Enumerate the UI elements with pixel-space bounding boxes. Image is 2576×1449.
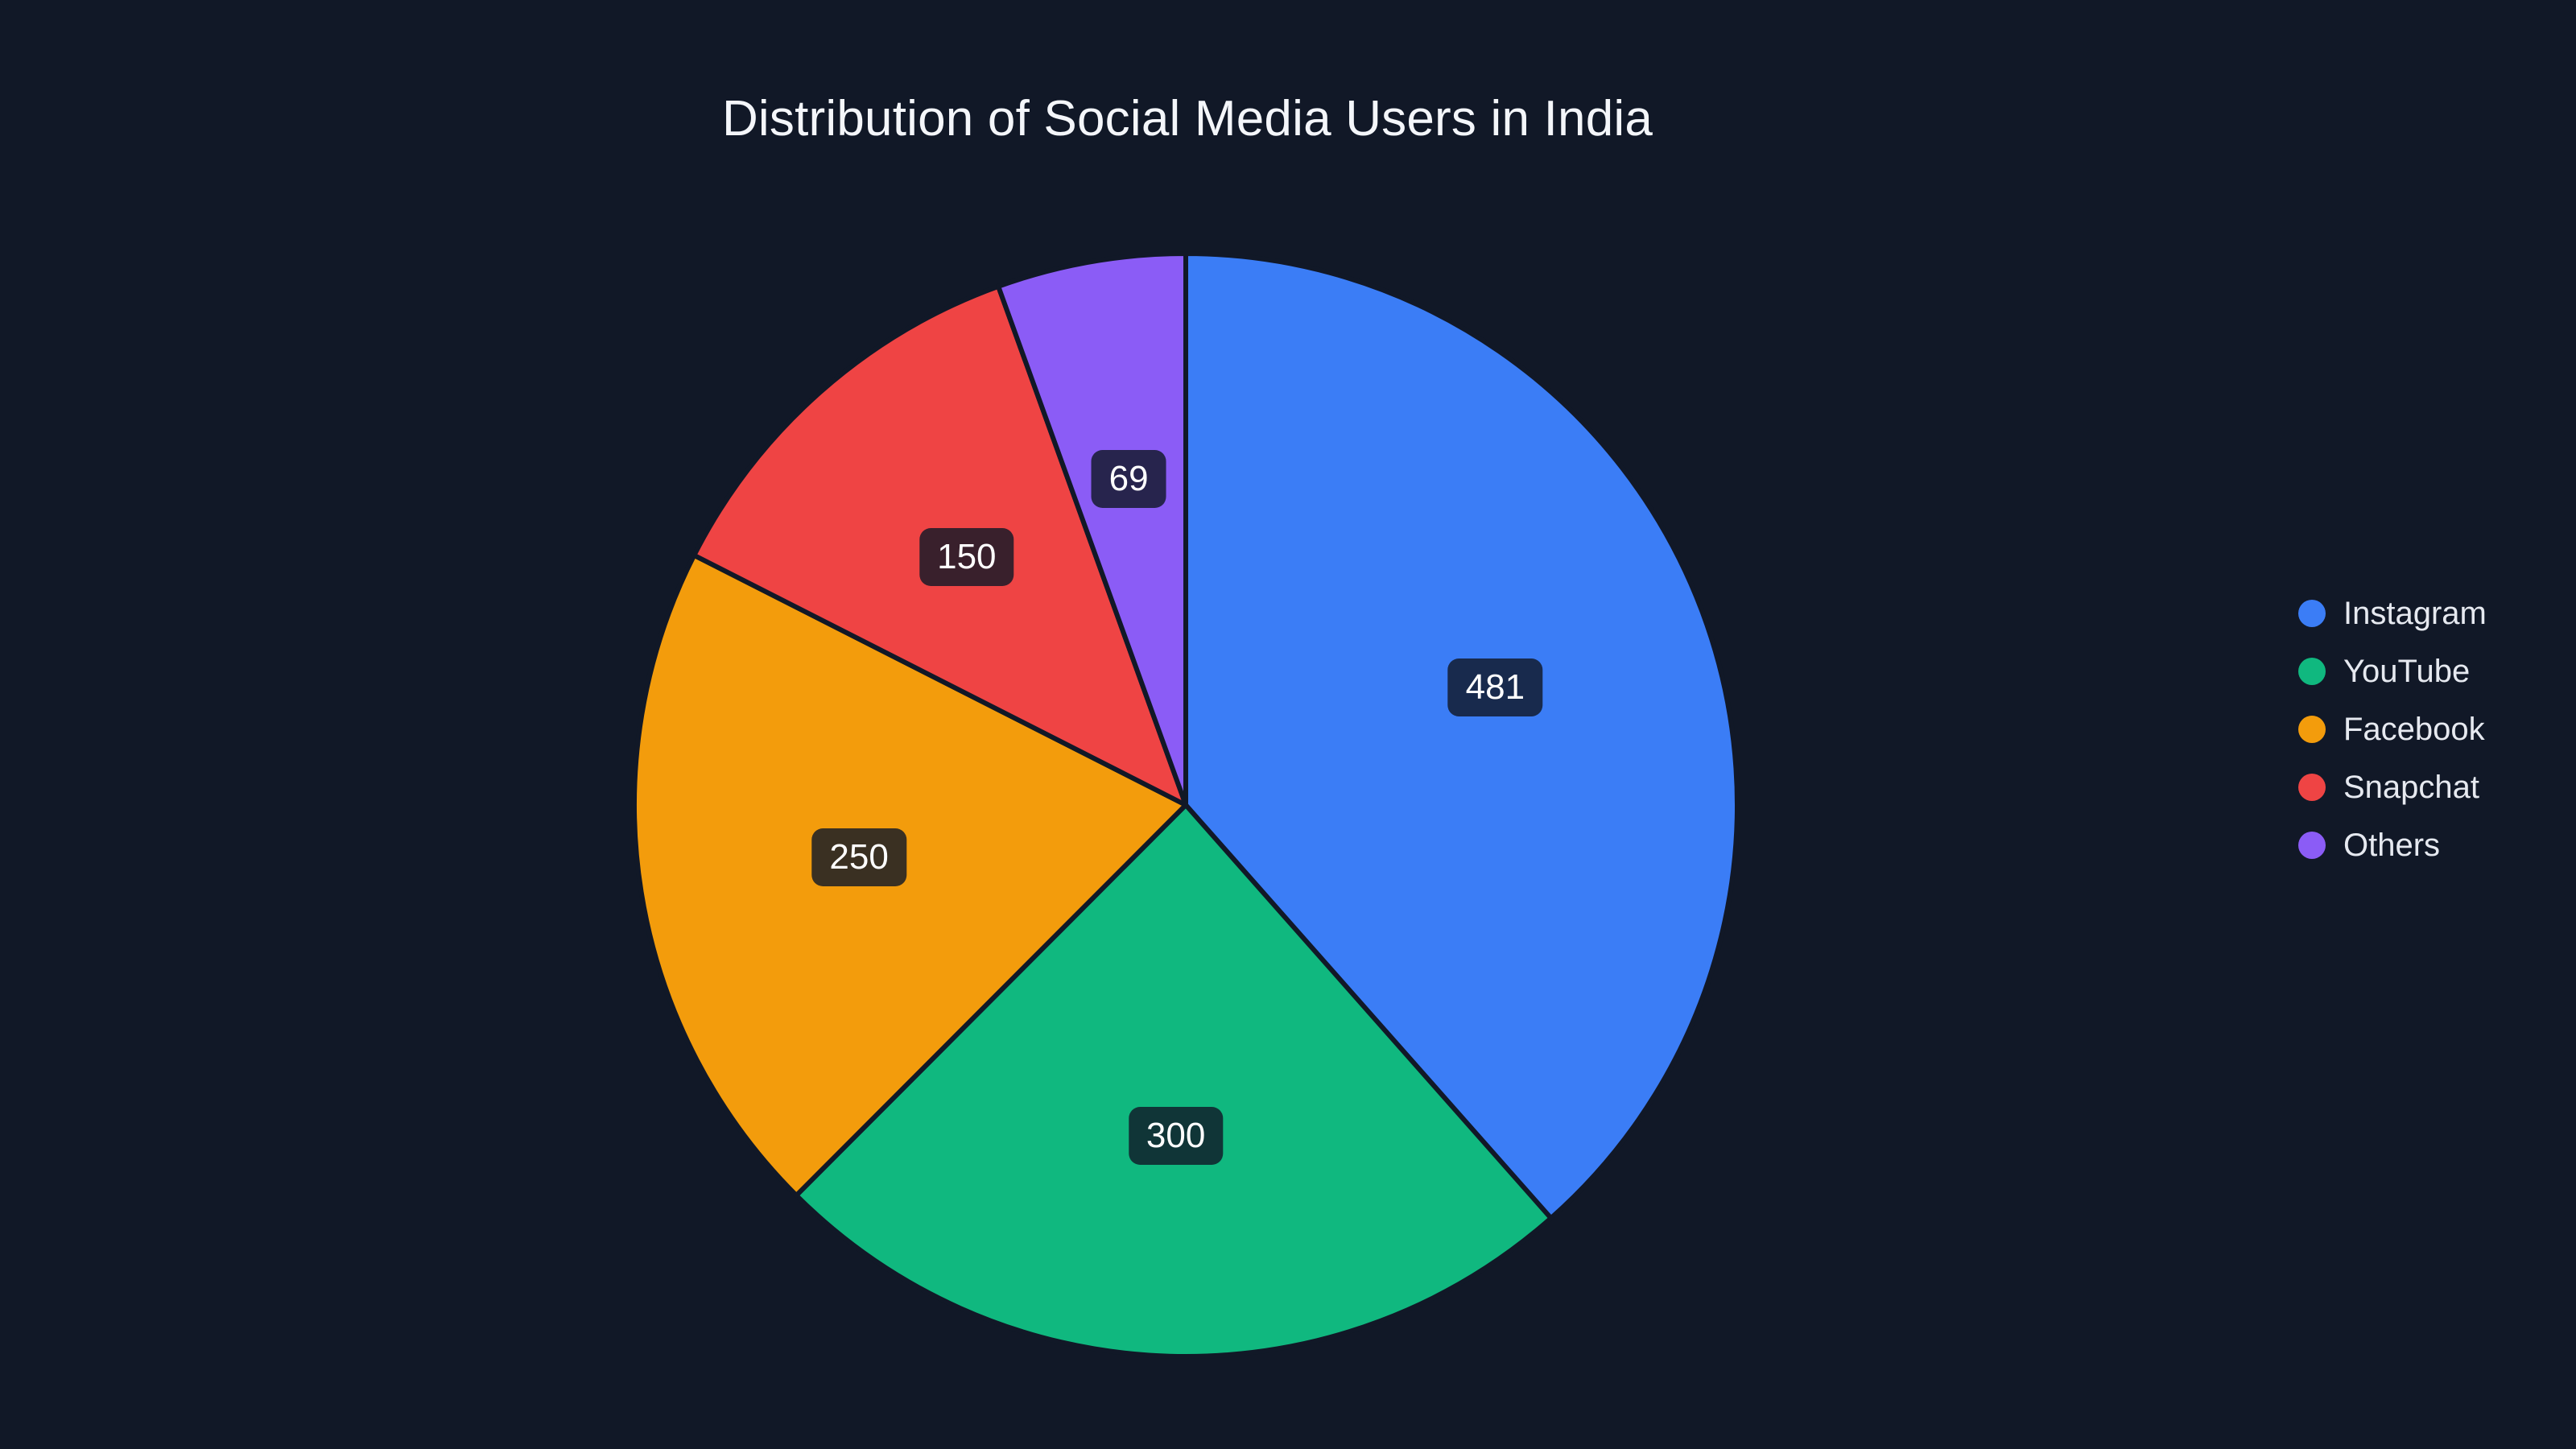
pie-label-instagram: 481 — [1447, 658, 1543, 717]
legend-item-instagram[interactable]: Instagram — [2298, 584, 2487, 642]
chart-title: Distribution of Social Media Users in In… — [721, 91, 1653, 147]
legend-label: Instagram — [2343, 596, 2487, 631]
legend-item-youtube[interactable]: YouTube — [2298, 642, 2487, 700]
legend-swatch-icon — [2298, 774, 2326, 801]
legend-swatch-icon — [2298, 832, 2326, 859]
pie-label-facebook: 250 — [811, 828, 906, 886]
pie-slice-youtube[interactable] — [794, 803, 1554, 1360]
legend-item-others[interactable]: Others — [2298, 816, 2487, 874]
pie-label-snapchat: 150 — [919, 528, 1014, 587]
chart-legend: Instagram YouTube Facebook Snapchat Others — [2298, 584, 2487, 874]
legend-swatch-icon — [2298, 658, 2326, 685]
legend-label: Snapchat — [2343, 770, 2480, 805]
legend-swatch-icon — [2298, 716, 2326, 743]
pie-label-youtube: 300 — [1128, 1106, 1224, 1165]
legend-swatch-icon — [2298, 600, 2326, 627]
pie-slice-facebook[interactable] — [631, 552, 1188, 1198]
pie-slice-instagram[interactable] — [1183, 251, 1740, 1221]
legend-item-facebook[interactable]: Facebook — [2298, 700, 2487, 758]
legend-label: Others — [2343, 828, 2441, 863]
legend-item-snapchat[interactable]: Snapchat — [2298, 758, 2487, 816]
pie-slice-others[interactable] — [996, 251, 1188, 807]
pie-label-others: 69 — [1091, 450, 1166, 509]
pie-slice-group — [631, 251, 1740, 1360]
legend-label: YouTube — [2343, 654, 2471, 689]
legend-label: Facebook — [2343, 712, 2485, 747]
